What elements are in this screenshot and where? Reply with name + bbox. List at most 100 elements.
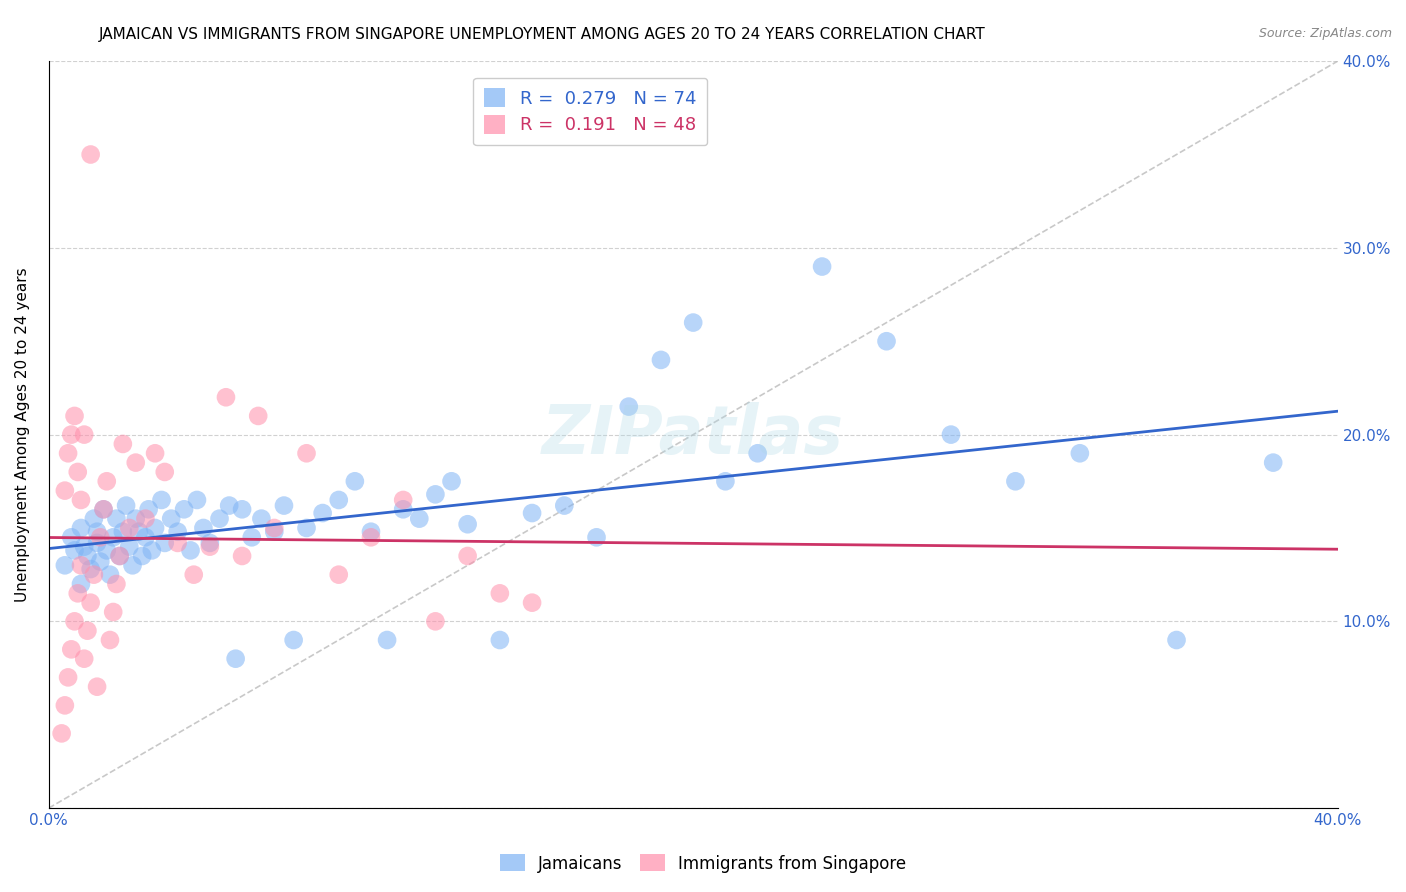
Point (63, 615, 86, 629)
Point (231, 549, 253, 563)
Point (295, 446, 318, 460)
Point (125, 511, 148, 525)
Point (86, 524, 108, 539)
Point (457, 517, 479, 532)
Point (247, 409, 270, 423)
Point (150, 493, 173, 508)
Point (143, 521, 166, 535)
Point (295, 521, 318, 535)
Point (457, 549, 479, 563)
Y-axis label: Unemployment Among Ages 20 to 24 years: Unemployment Among Ages 20 to 24 years (15, 268, 30, 602)
Point (682, 316, 704, 330)
Legend: Jamaicans, Immigrants from Singapore: Jamaicans, Immigrants from Singapore (494, 847, 912, 880)
Point (520, 596, 543, 610)
Point (56, 670, 79, 684)
Point (79, 562, 101, 576)
Point (53, 483, 76, 498)
Point (747, 446, 769, 460)
Point (218, 499, 240, 513)
Point (183, 567, 205, 582)
Point (489, 633, 512, 648)
Point (79, 147, 101, 161)
Point (83, 511, 105, 525)
Point (73, 540, 96, 554)
Point (60, 642, 83, 657)
Point (153, 465, 176, 479)
Point (328, 567, 350, 582)
Point (89, 530, 111, 544)
Point (714, 475, 737, 489)
Point (215, 390, 238, 404)
Point (103, 530, 125, 544)
Point (76, 549, 98, 563)
Point (86, 536, 108, 550)
Point (134, 530, 156, 544)
Point (96, 543, 118, 558)
Point (118, 540, 141, 554)
Point (89, 555, 111, 569)
Point (93, 502, 115, 516)
Point (225, 651, 247, 665)
Point (263, 521, 285, 535)
Point (1166, 633, 1188, 648)
Point (198, 540, 221, 554)
Point (115, 499, 138, 513)
Point (375, 633, 398, 648)
Point (489, 586, 512, 600)
Point (440, 475, 463, 489)
Point (53, 558, 76, 573)
Point (79, 596, 101, 610)
Point (198, 536, 221, 550)
Point (231, 502, 253, 516)
Point (70, 577, 93, 591)
Point (56, 446, 79, 460)
Point (73, 427, 96, 442)
Point (425, 615, 447, 629)
Point (328, 493, 350, 508)
Point (311, 506, 333, 520)
Point (83, 567, 105, 582)
Point (1004, 475, 1026, 489)
Point (360, 524, 382, 539)
Text: ZIPatlas: ZIPatlas (543, 401, 844, 467)
Point (60, 427, 83, 442)
Point (138, 502, 160, 516)
Point (939, 427, 962, 442)
Point (1263, 456, 1285, 470)
Point (360, 530, 382, 544)
Point (105, 577, 128, 591)
Point (1069, 446, 1091, 460)
Point (105, 511, 128, 525)
Point (76, 624, 98, 638)
Text: Source: ZipAtlas.com: Source: ZipAtlas.com (1258, 27, 1392, 40)
Point (180, 543, 202, 558)
Point (70, 521, 93, 535)
Point (118, 521, 141, 535)
Point (520, 506, 543, 520)
Point (53, 698, 76, 713)
Point (93, 502, 115, 516)
Point (128, 524, 150, 539)
Text: JAMAICAN VS IMMIGRANTS FROM SINGAPORE UNEMPLOYMENT AMONG AGES 20 TO 24 YEARS COR: JAMAICAN VS IMMIGRANTS FROM SINGAPORE UN… (98, 27, 986, 42)
Legend: R =  0.279   N = 74, R =  0.191   N = 48: R = 0.279 N = 74, R = 0.191 N = 48 (472, 78, 707, 145)
Point (86, 680, 108, 694)
Point (98, 633, 121, 648)
Point (70, 558, 93, 573)
Point (63, 543, 86, 558)
Point (193, 521, 215, 535)
Point (121, 558, 143, 573)
Point (51, 726, 73, 740)
Point (408, 511, 430, 525)
Point (108, 549, 131, 563)
Point (153, 536, 176, 550)
Point (585, 530, 607, 544)
Point (392, 493, 415, 508)
Point (131, 549, 153, 563)
Point (111, 437, 134, 451)
Point (166, 524, 188, 539)
Point (70, 493, 93, 508)
Point (63, 409, 86, 423)
Point (98, 567, 121, 582)
Point (143, 446, 166, 460)
Point (273, 499, 295, 513)
